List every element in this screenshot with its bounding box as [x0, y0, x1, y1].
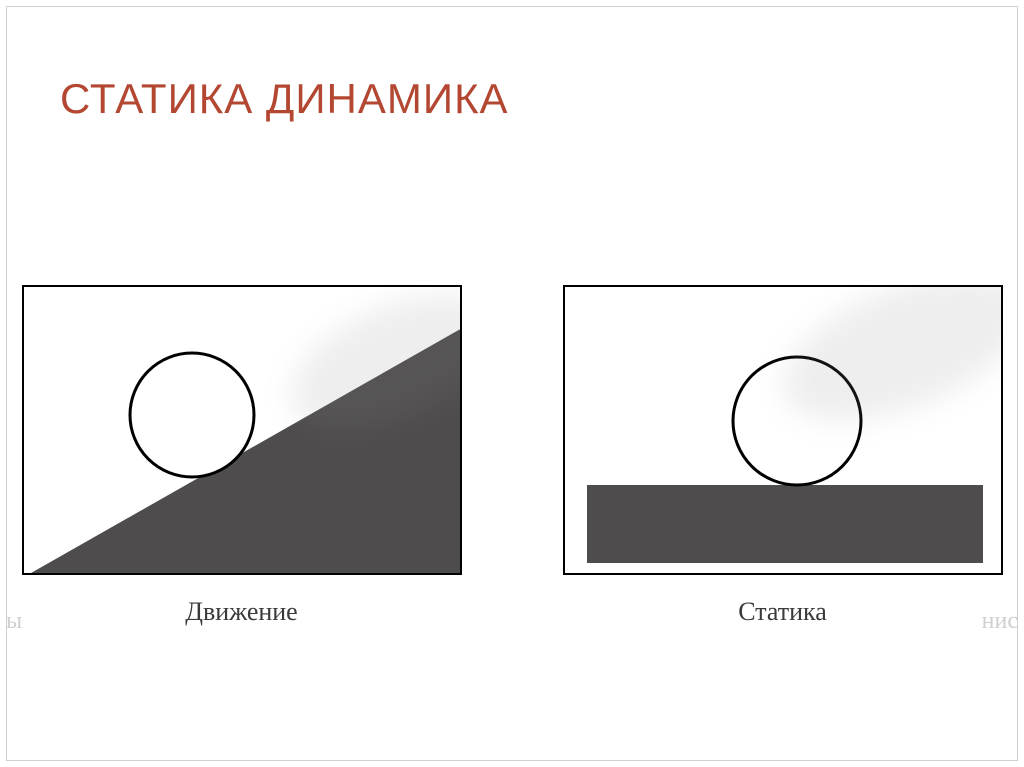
left-caption: Движение	[185, 597, 297, 627]
left-diagram-svg	[24, 287, 462, 575]
right-circle-shape	[733, 357, 861, 485]
left-panel-wrap: Движение	[6, 285, 477, 627]
left-cutoff-text: ы	[6, 608, 22, 635]
right-cutoff-text: нис	[982, 608, 1018, 635]
slide-title: СТАТИКА ДИНАМИКА	[60, 75, 509, 123]
diagrams-row: Движение Статика	[6, 285, 1018, 627]
right-panel-wrap: Статика	[547, 285, 1018, 627]
right-panel	[563, 285, 1003, 575]
right-caption: Статика	[738, 597, 827, 627]
left-panel	[22, 285, 462, 575]
rect-shape	[587, 485, 983, 563]
right-diagram-svg	[565, 287, 1003, 575]
left-circle-shape	[130, 353, 254, 477]
